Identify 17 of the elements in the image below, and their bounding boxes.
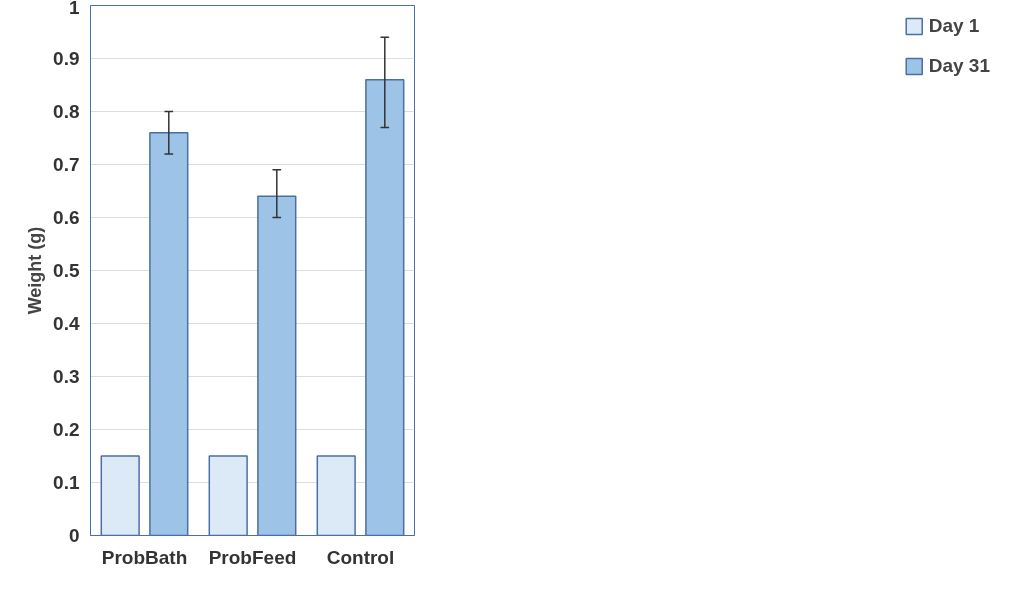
y-tick-label: 0.1 (53, 472, 80, 493)
y-tick-label: 1 (68, 0, 80, 18)
y-tick-label: 0.8 (53, 101, 80, 122)
legend-label: Day 31 (928, 55, 990, 77)
y-tick-label: 0.4 (53, 313, 80, 334)
y-tick-label: 0.9 (53, 48, 80, 69)
x-tick-label: Control (326, 546, 395, 568)
y-tick-label: 0.3 (53, 366, 80, 387)
legend-label: Day 1 (928, 15, 980, 37)
y-tick-label: 0.2 (53, 419, 80, 440)
y-tick-label: 0 (68, 525, 80, 546)
y-tick-label: 0.7 (53, 154, 80, 175)
y-axis-title: Weight (g) (25, 226, 46, 315)
x-tick-label: ProbFeed (208, 546, 297, 568)
y-tick-label: 0.5 (53, 260, 80, 281)
y-tick-label: 0.6 (53, 207, 80, 228)
x-tick-label: ProbBath (101, 546, 188, 568)
